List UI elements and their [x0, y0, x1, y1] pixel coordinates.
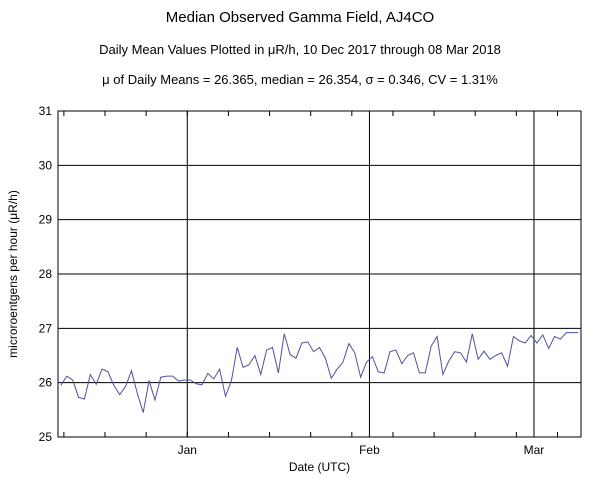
- chart-subtitle: Daily Mean Values Plotted in μR/h, 10 De…: [99, 42, 501, 57]
- grid-lines: [58, 110, 581, 438]
- chart-title: Median Observed Gamma Field, AJ4CO: [165, 9, 435, 26]
- x-axis-ticks: Jan Feb Mar: [63, 111, 558, 457]
- series-line: [60, 332, 579, 413]
- x-tick-label: Jan: [178, 443, 197, 457]
- y-tick-label: 26: [39, 376, 53, 390]
- x-tick-label: Mar: [524, 443, 545, 457]
- y-axis-ticks: 25 26 27 28 29 30 31: [39, 104, 53, 444]
- plot-frame: [57, 110, 582, 438]
- y-tick-label: 25: [39, 430, 53, 444]
- x-tick-label: Feb: [359, 443, 380, 457]
- y-tick-label: 27: [39, 321, 53, 335]
- y-tick-label: 30: [39, 158, 53, 172]
- x-axis-label: Date (UTC): [289, 460, 350, 474]
- y-tick-label: 28: [39, 267, 53, 281]
- chart-stats-line: μ of Daily Means = 26.365, median = 26.3…: [102, 72, 498, 87]
- y-tick-label: 31: [39, 104, 53, 118]
- y-axis-label: microroentgens per hour (μR/h): [6, 190, 20, 358]
- y-tick-label: 29: [39, 213, 53, 227]
